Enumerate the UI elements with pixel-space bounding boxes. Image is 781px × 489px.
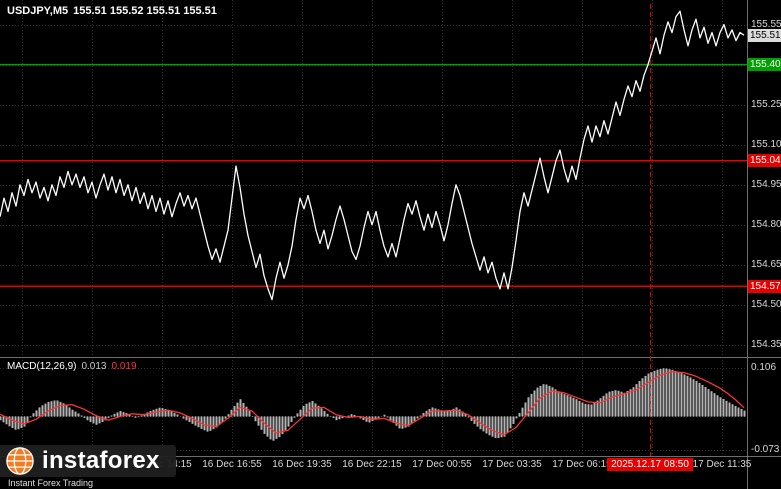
instaforex-watermark: instaforex Instant Forex Trading — [0, 445, 176, 488]
brand-row: instaforex — [0, 445, 176, 477]
chart-title: USDJPY,M5 155.51 155.52 155.51 155.51 — [7, 5, 217, 17]
support-level-badge-2: 154.57 — [748, 279, 781, 293]
current-price-badge: 155.51 — [748, 28, 781, 42]
price-axis-label: 155.55 — [751, 18, 781, 30]
price-axis-label: 154.95 — [751, 178, 781, 190]
time-axis-label: 17 Dec 00:55 — [412, 459, 472, 470]
macd-axis-label: 0.106 — [751, 362, 777, 374]
price-axis-label: 154.80 — [751, 218, 781, 230]
macd-indicator-label: MACD(12,26,9) 0.013 0.019 — [7, 361, 137, 372]
macd-axis-label: -0.073 — [751, 443, 780, 455]
time-axis-label: 17 Dec 11:35 — [692, 459, 752, 470]
time-axis-label: 16 Dec 22:15 — [342, 459, 402, 470]
price-axis-label: 154.50 — [751, 298, 781, 310]
price-line — [0, 10, 745, 301]
price-axis-label: 154.35 — [751, 338, 781, 350]
macd-signal-line — [0, 371, 745, 436]
support-level-badge-1: 155.04 — [748, 154, 781, 168]
symbol-timeframe-label: USDJPY,M5 — [7, 5, 69, 17]
time-axis-label: 17 Dec 06:15 — [552, 459, 612, 470]
price-axis-label: 155.25 — [751, 98, 781, 110]
brand-name: instaforex — [42, 447, 160, 474]
ohlc-values: 155.51 155.52 155.51 155.51 — [73, 5, 217, 17]
brand-tagline: Instant Forex Trading — [8, 478, 94, 488]
time-axis-label: 17 Dec 03:35 — [482, 459, 542, 470]
timestamp-badge: 2025.12.17 08:50 — [607, 458, 693, 471]
time-axis-label: 16 Dec 19:35 — [272, 459, 332, 470]
time-axis-label: 16 Dec 16:55 — [202, 459, 262, 470]
macd-signal-value: 0.019 — [111, 361, 137, 372]
price-axis-label: 154.65 — [751, 258, 781, 270]
price-axis-label: 155.10 — [751, 138, 781, 150]
resistance-level-badge: 155.40 — [748, 58, 781, 72]
macd-name: MACD(12,26,9) — [7, 361, 77, 372]
macd-main-value: 0.013 — [81, 361, 107, 372]
globe-icon — [6, 447, 34, 475]
